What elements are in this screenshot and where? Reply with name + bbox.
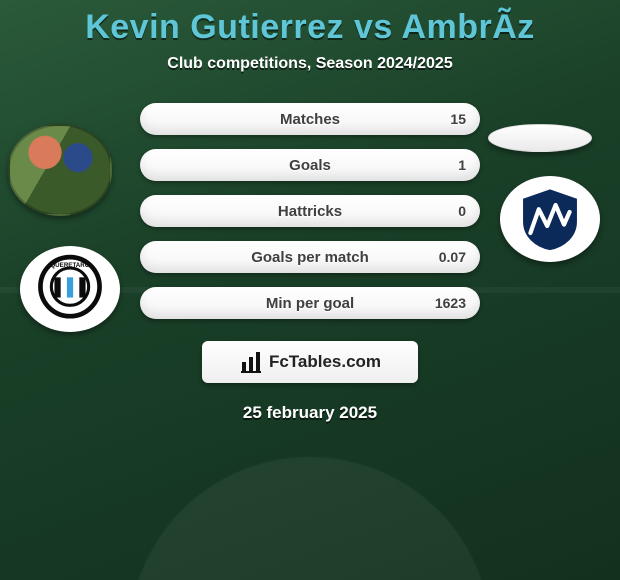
- brand-text: FcTables.com: [269, 352, 381, 372]
- stat-right-value: 1623: [435, 295, 466, 311]
- stat-right-value: 15: [450, 111, 466, 127]
- brand-badge: FcTables.com: [202, 341, 418, 383]
- stat-right-value: 0: [458, 203, 466, 219]
- subtitle: Club competitions, Season 2024/2025: [0, 55, 620, 73]
- player-left-avatar: [8, 124, 112, 216]
- stat-row: Hattricks 0: [140, 195, 480, 227]
- club-left-badge: QUERETARO: [20, 246, 120, 332]
- club-right-badge: [500, 176, 600, 262]
- stat-label: Min per goal: [266, 295, 354, 312]
- monterrey-badge-icon: [515, 184, 585, 254]
- stat-label: Matches: [280, 111, 340, 128]
- stat-label: Goals per match: [251, 249, 369, 266]
- stat-row: Goals 1: [140, 149, 480, 181]
- date-text: 25 february 2025: [0, 403, 620, 423]
- stat-label: Goals: [289, 157, 331, 174]
- stat-right-value: 1: [458, 157, 466, 173]
- stat-row: Min per goal 1623: [140, 287, 480, 319]
- svg-text:QUERETARO: QUERETARO: [50, 262, 89, 269]
- stat-label: Hattricks: [278, 203, 342, 220]
- player-right-avatar: [488, 124, 592, 152]
- stat-row: Goals per match 0.07: [140, 241, 480, 273]
- stat-row: Matches 15: [140, 103, 480, 135]
- stat-right-value: 0.07: [439, 249, 466, 265]
- bar-chart-icon: [239, 350, 263, 374]
- page-title: Kevin Gutierrez vs AmbrÃ­z: [0, 8, 620, 47]
- stats-table: Matches 15 Goals 1 Hattricks 0 Goals per…: [140, 103, 480, 319]
- queretaro-badge-icon: QUERETARO: [30, 254, 110, 324]
